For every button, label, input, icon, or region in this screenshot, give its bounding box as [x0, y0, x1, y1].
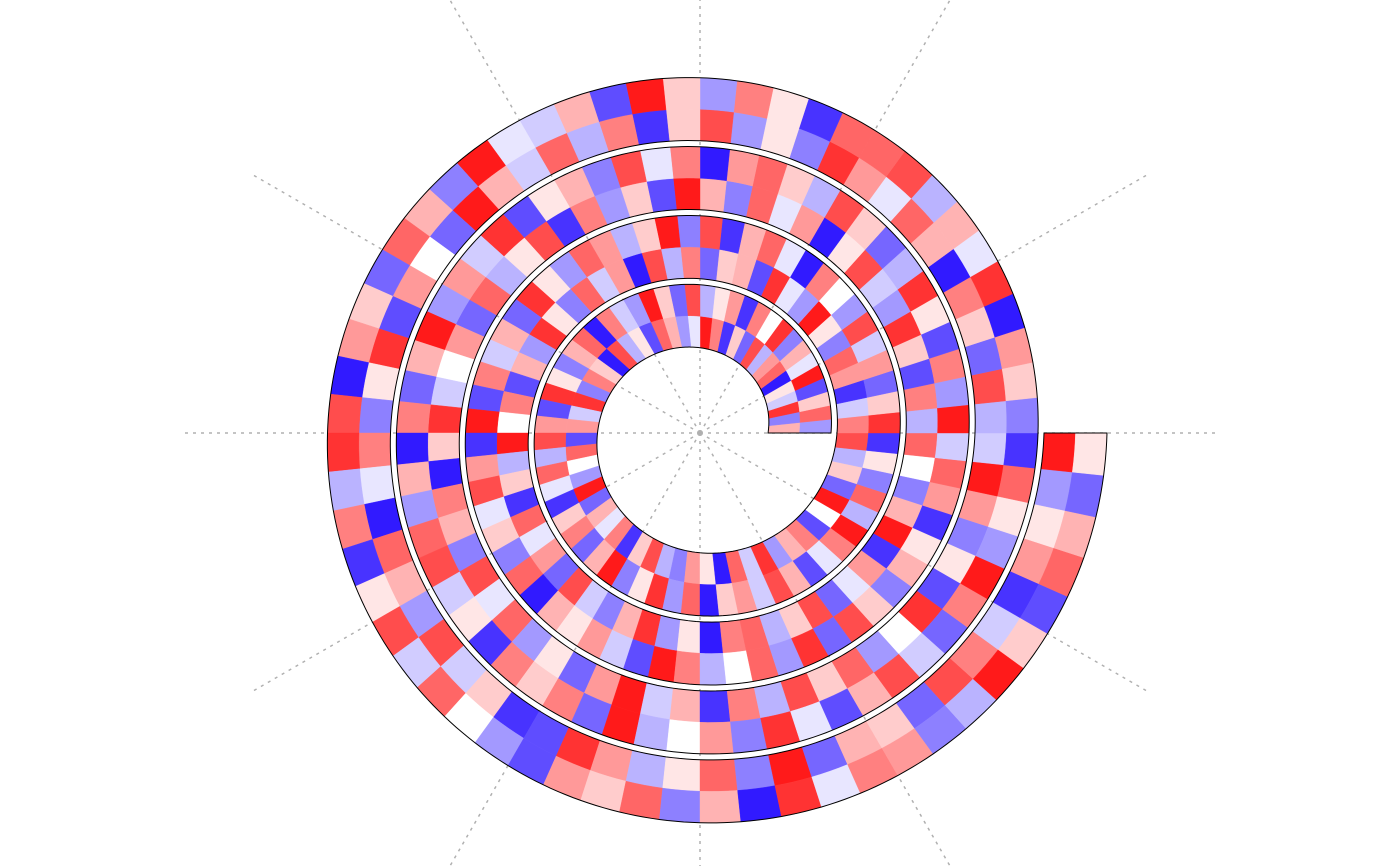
heatmap-cell — [866, 432, 901, 455]
heatmap-cell — [662, 756, 701, 792]
heatmap-cell — [934, 432, 970, 462]
heatmap-cell — [972, 432, 1007, 466]
heatmap-cell — [358, 397, 394, 434]
heatmap-cell — [868, 411, 901, 434]
heatmap-cell — [427, 432, 460, 462]
guide-line — [699, 432, 951, 866]
guide-line — [699, 432, 1151, 694]
heatmap-cell — [662, 77, 701, 111]
heatmap-cells — [327, 77, 1108, 824]
heatmap-cell — [676, 619, 701, 654]
heatmap-cell — [1001, 362, 1038, 402]
heatmap-cell — [699, 178, 727, 213]
guide-line — [699, 0, 951, 434]
guide-line — [699, 172, 1151, 434]
guide-line — [249, 172, 701, 434]
heatmap-cell — [465, 408, 500, 434]
heatmap-cell — [359, 465, 396, 505]
heatmap-cell — [396, 432, 429, 466]
guide-line — [449, 0, 701, 434]
heatmap-cell — [699, 215, 723, 250]
heatmap-cell — [327, 432, 360, 473]
heatmap-cell — [358, 432, 392, 469]
heatmap-cell — [673, 177, 701, 211]
heatmap-cell — [903, 432, 938, 458]
heatmap-cell — [699, 758, 738, 792]
heatmap-cell — [1040, 432, 1076, 473]
radial-guides — [180, 0, 1220, 866]
heatmap-cell — [666, 719, 701, 754]
heatmap-cell — [699, 109, 734, 144]
track-outline — [326, 77, 1108, 824]
heatmap-cell — [966, 461, 1004, 497]
heatmap-cell — [730, 111, 768, 150]
heatmap-cell — [974, 400, 1007, 434]
heatmap-cell — [699, 690, 731, 723]
heatmap-cell — [699, 247, 720, 281]
heatmap-cell — [496, 432, 529, 455]
heatmap-cell — [659, 787, 701, 823]
heatmap-cell — [834, 432, 869, 451]
heatmap-cell — [396, 401, 431, 434]
heatmap-cell — [673, 650, 701, 685]
heatmap-cell — [734, 754, 776, 791]
heatmap-cell — [1005, 397, 1039, 434]
heatmap-cell — [937, 404, 970, 434]
heatmap-cell — [699, 77, 738, 113]
heatmap-cell — [1003, 432, 1039, 469]
heatmap-cell — [328, 468, 365, 512]
heatmap-cell — [699, 721, 734, 755]
guide-line — [449, 432, 701, 866]
heatmap-cell — [327, 393, 363, 434]
heatmap-cell — [737, 785, 782, 822]
heatmap-cell — [680, 582, 701, 616]
heatmap-cell — [699, 146, 731, 182]
heatmap-cell — [496, 411, 531, 434]
heatmap-cell — [625, 78, 667, 115]
heatmap-cell — [665, 108, 701, 142]
heatmap-cell — [465, 432, 498, 458]
heatmap-cell — [905, 407, 938, 434]
heatmap-cell — [427, 404, 463, 434]
heatmap-cell — [699, 652, 727, 686]
heatmap-cell — [669, 687, 701, 723]
heatmap-cell — [669, 146, 701, 179]
heatmap-cell — [1072, 432, 1108, 476]
heatmap-cell — [676, 215, 701, 248]
heatmap-cell — [699, 790, 742, 824]
heatmap-cell — [534, 415, 569, 434]
guide-line — [249, 432, 701, 694]
heatmap-cell — [699, 621, 724, 654]
